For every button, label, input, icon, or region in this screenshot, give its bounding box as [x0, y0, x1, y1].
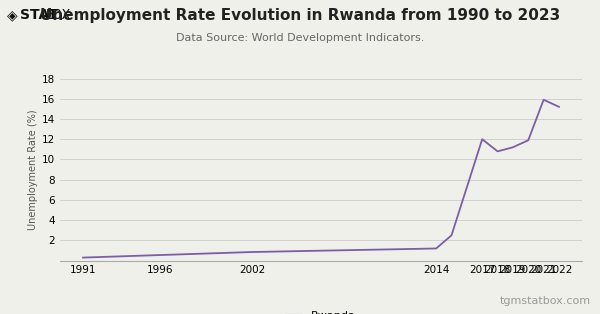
Text: ◈: ◈ [7, 8, 18, 22]
Text: Data Source: World Development Indicators.: Data Source: World Development Indicator… [176, 33, 424, 43]
Text: Unemployment Rate Evolution in Rwanda from 1990 to 2023: Unemployment Rate Evolution in Rwanda fr… [40, 8, 560, 23]
Legend: Rwanda: Rwanda [281, 306, 361, 314]
Text: tgmstatbox.com: tgmstatbox.com [500, 296, 591, 306]
Text: BOX: BOX [46, 8, 71, 22]
Y-axis label: Unemployment Rate (%): Unemployment Rate (%) [28, 109, 38, 230]
Text: STAT: STAT [20, 8, 58, 22]
